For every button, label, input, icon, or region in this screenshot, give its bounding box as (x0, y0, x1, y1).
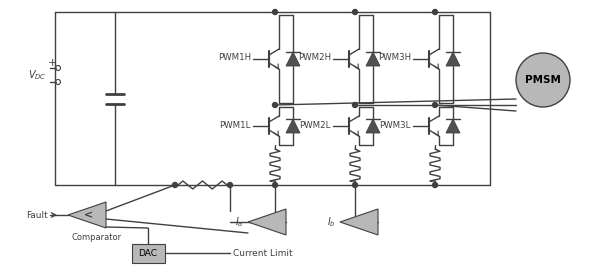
FancyBboxPatch shape (131, 244, 164, 262)
Circle shape (272, 182, 277, 187)
Polygon shape (340, 209, 378, 235)
Text: Fault: Fault (26, 210, 48, 219)
Text: PWM2H: PWM2H (298, 53, 331, 62)
Circle shape (433, 102, 437, 107)
Text: $I_b$: $I_b$ (327, 215, 336, 229)
Circle shape (516, 53, 570, 107)
Text: PWM2L: PWM2L (299, 121, 331, 130)
Text: PMSM: PMSM (525, 75, 561, 85)
Polygon shape (68, 202, 106, 228)
Polygon shape (366, 52, 380, 66)
Circle shape (433, 182, 437, 187)
Circle shape (353, 10, 358, 15)
Text: PWM3L: PWM3L (380, 121, 411, 130)
Text: Current Limit: Current Limit (233, 249, 293, 258)
Text: PWM1L: PWM1L (220, 121, 251, 130)
Circle shape (353, 102, 358, 107)
Text: DAC: DAC (139, 249, 157, 258)
Polygon shape (366, 119, 380, 133)
Text: $I_a$: $I_a$ (235, 215, 244, 229)
Circle shape (272, 10, 277, 15)
Circle shape (173, 182, 178, 187)
Text: $V_{DC}$: $V_{DC}$ (28, 68, 47, 82)
Text: +: + (47, 58, 56, 68)
Circle shape (227, 182, 233, 187)
Text: PWM3H: PWM3H (378, 53, 411, 62)
Polygon shape (286, 52, 300, 66)
Polygon shape (446, 119, 460, 133)
Polygon shape (286, 119, 300, 133)
Text: PWM1H: PWM1H (218, 53, 251, 62)
Circle shape (353, 182, 358, 187)
Text: <: < (84, 210, 94, 220)
Text: Comparator: Comparator (71, 233, 121, 242)
Circle shape (272, 102, 277, 107)
Polygon shape (248, 209, 286, 235)
Polygon shape (446, 52, 460, 66)
Circle shape (433, 10, 437, 15)
